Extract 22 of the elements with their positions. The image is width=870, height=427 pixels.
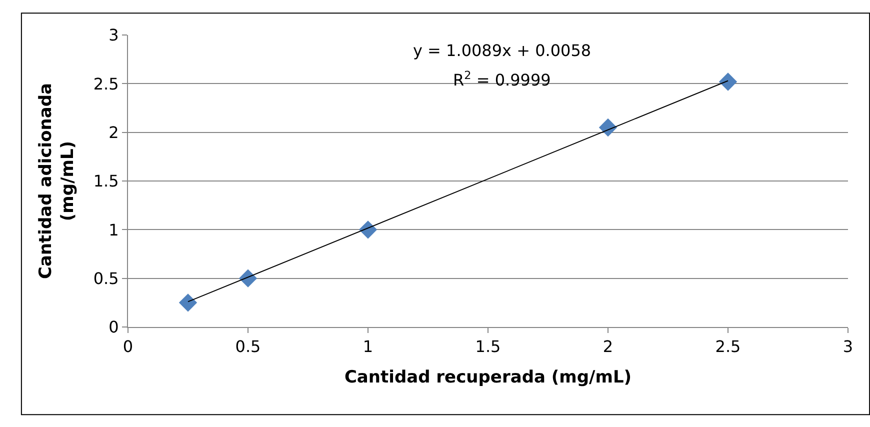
x-tick-label: 3 bbox=[842, 337, 854, 356]
y-axis-title: Cantidad adicionada (mg/mL) bbox=[36, 83, 78, 279]
x-tick-label: 1.5 bbox=[475, 337, 501, 356]
point bbox=[718, 72, 738, 91]
x-tick-label: 0.5 bbox=[235, 337, 261, 356]
y-tick-label: 2.5 bbox=[93, 74, 119, 94]
point bbox=[178, 294, 198, 312]
y-tick-label: 1 bbox=[108, 220, 119, 240]
y-tick-label: 0.5 bbox=[93, 268, 119, 288]
x-tick-label: 2.5 bbox=[715, 337, 741, 356]
annotation: y = 1.0089x + 0.0058 bbox=[413, 41, 592, 60]
x-tick-label: 0 bbox=[122, 337, 134, 356]
x-tick-label: 2 bbox=[602, 337, 614, 356]
point bbox=[598, 118, 618, 137]
x-axis-title: Cantidad recuperada (mg/mL) bbox=[344, 368, 632, 388]
y-tick-label: 1.5 bbox=[93, 172, 119, 191]
annotation: R$^{2}$ = 0.9999 bbox=[453, 69, 551, 90]
x-tick-label: 1 bbox=[362, 337, 374, 356]
y-tick-label: 3 bbox=[108, 26, 119, 45]
y-tick-label: 2 bbox=[108, 122, 119, 142]
y-tick-label: 0 bbox=[108, 318, 119, 337]
point bbox=[358, 220, 378, 239]
